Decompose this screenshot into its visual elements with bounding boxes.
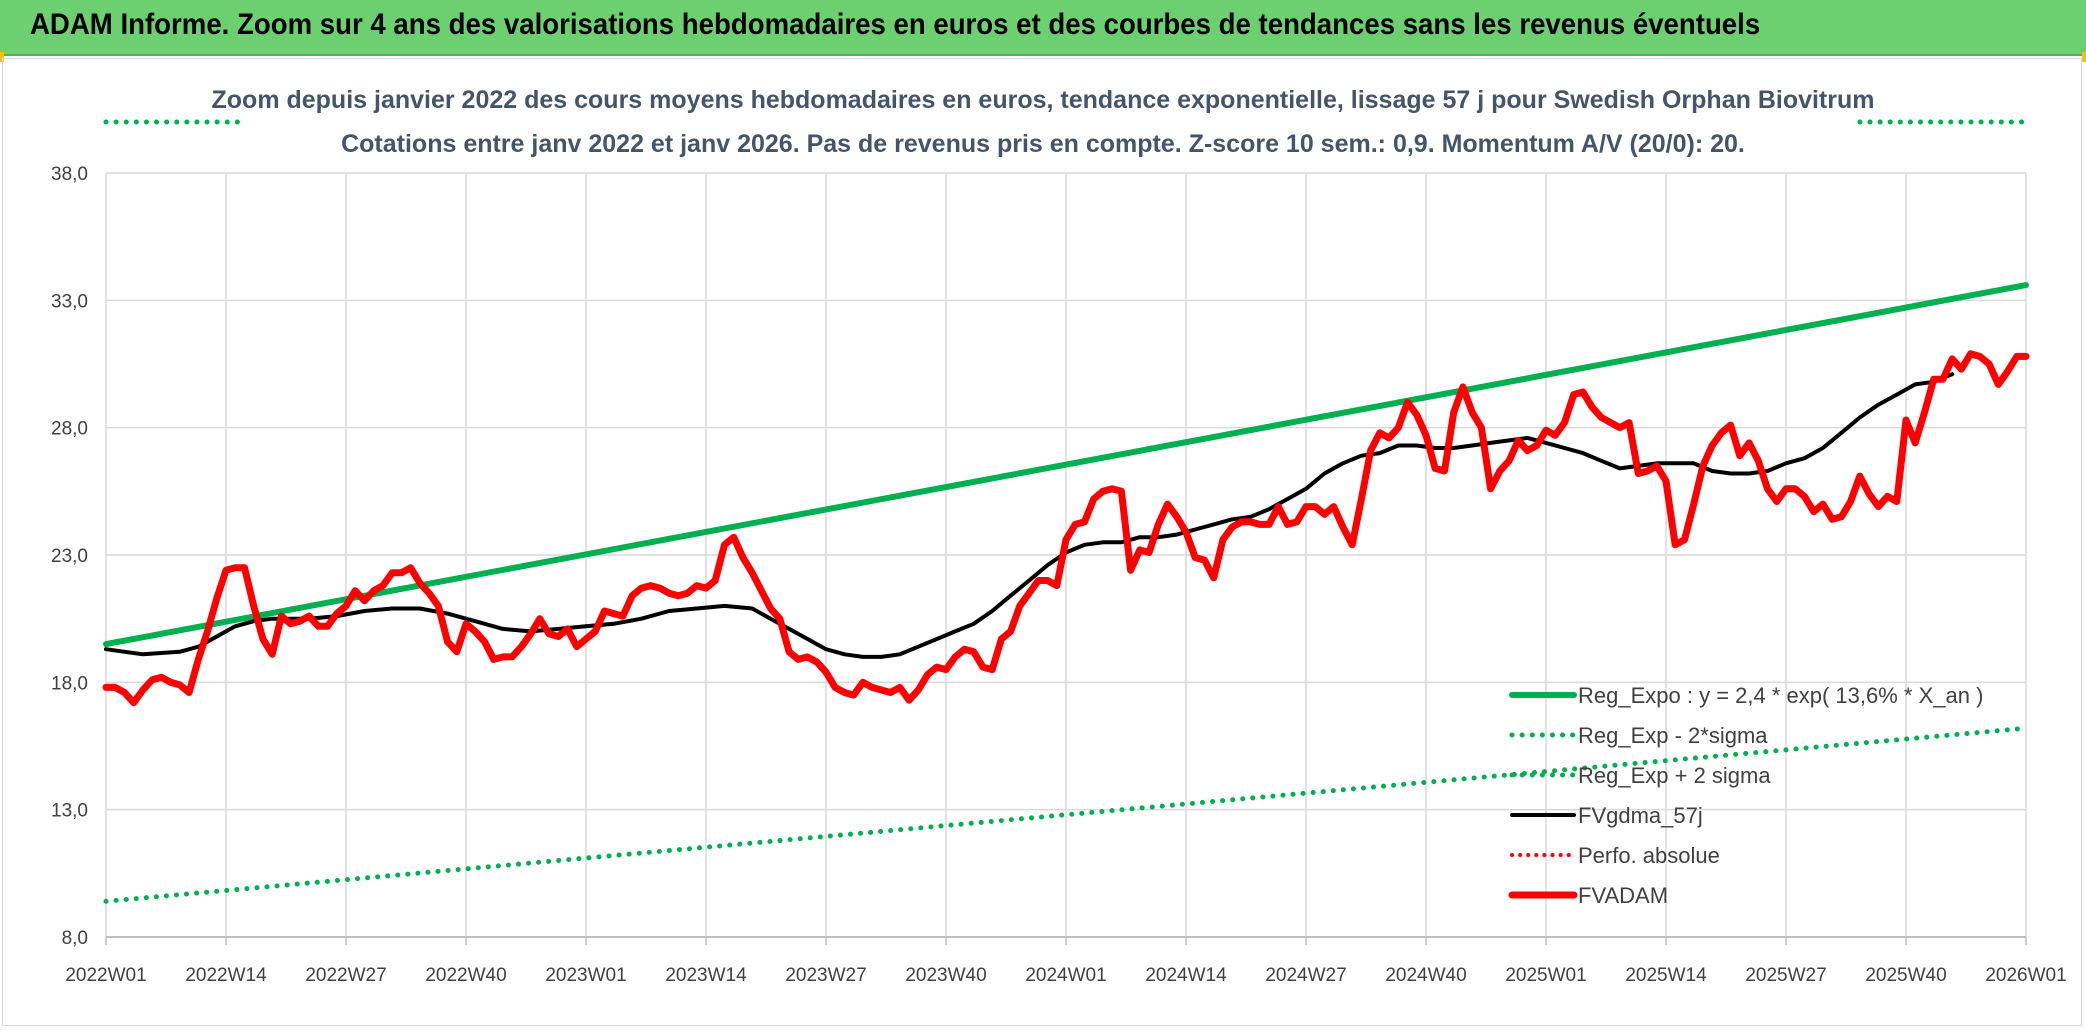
corner-accent-right [2082, 52, 2086, 62]
legend-label-perfo-absolue: Perfo. absolue [1578, 843, 1720, 868]
series-reg-expo [103, 282, 2029, 648]
y-tick-label: 33,0 [51, 291, 88, 312]
banner-title: ADAM Informe. Zoom sur 4 ans des valoris… [30, 8, 1761, 41]
x-tick-label: 2024W40 [1385, 965, 1466, 986]
x-tick-label: 2025W14 [1625, 965, 1707, 986]
y-tick-label: 23,0 [51, 546, 88, 567]
x-tick-label: 2022W01 [65, 965, 146, 986]
legend-label-reg-expo: Reg_Expo : y = 2,4 * exp( 13,6% * X_an ) [1578, 683, 1983, 708]
x-tick-label: 2023W27 [785, 965, 866, 986]
title-banner: ADAM Informe. Zoom sur 4 ans des valoris… [0, 0, 2086, 56]
series-layer [102, 119, 2030, 904]
y-tick-label: 13,0 [51, 801, 88, 822]
legend-label-reg-exp-minus-2sigma: Reg_Exp - 2*sigma [1578, 723, 1768, 748]
chart-title-line1: Zoom depuis janvier 2022 des cours moyen… [212, 86, 1875, 114]
x-tick-label: 2022W27 [305, 965, 386, 986]
series-fvadam [102, 350, 2030, 707]
x-tick-label: 2023W01 [545, 965, 626, 986]
y-tick-label: 38,0 [51, 164, 88, 185]
corner-accent-left [0, 52, 4, 62]
legend-label-fvadam: FVADAM [1578, 883, 1668, 908]
x-tick-label: 2026W01 [1985, 965, 2066, 986]
grid-layer [105, 172, 2027, 938]
x-tick-label: 2022W14 [185, 965, 267, 986]
y-tick-label: 8,0 [62, 928, 88, 949]
series-fvgdma-57j [104, 372, 1955, 659]
series-reg-exp-minus-2sigma [103, 725, 2029, 904]
x-tick-label: 2023W40 [905, 965, 986, 986]
x-tick-label: 2025W27 [1745, 965, 1826, 986]
x-tick-label: 2024W27 [1265, 965, 1346, 986]
y-tick-label: 18,0 [51, 673, 88, 694]
x-tick-label: 2023W14 [665, 965, 747, 986]
x-tick-label: 2022W40 [425, 965, 506, 986]
x-tick-label: 2025W01 [1505, 965, 1586, 986]
legend-label-fvgdma-57j: FVgdma_57j [1578, 803, 1703, 828]
y-tick-label: 28,0 [51, 419, 88, 440]
chart-frame [2, 58, 2082, 1026]
x-tick-label: 2024W01 [1025, 965, 1106, 986]
chart-title-line2: Cotations entre janv 2022 et janv 2026. … [341, 130, 1745, 158]
legend: Reg_Expo : y = 2,4 * exp( 13,6% * X_an )… [1508, 683, 1983, 908]
x-tick-label: 2024W14 [1145, 965, 1227, 986]
axis-layer: 8,0 13,0 18,0 23,0 28,0 33,0 38,0 2022W01 2022W1… [51, 164, 2067, 986]
x-tick-label: 2025W40 [1865, 965, 1946, 986]
legend-label-reg-exp-plus-2sigma: Reg_Exp + 2 sigma [1578, 763, 1771, 788]
